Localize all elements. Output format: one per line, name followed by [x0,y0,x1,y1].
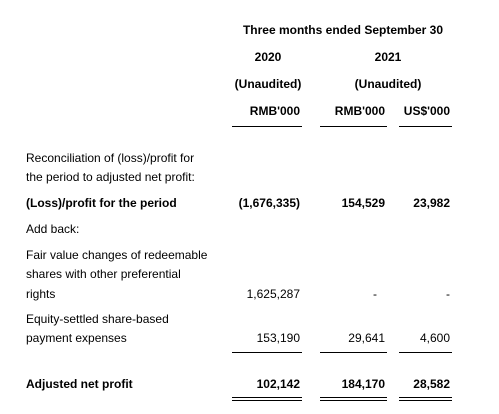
row-label: the period to adjusted net profit: [26,170,195,184]
cell: 23,982 [413,196,450,210]
rule [399,126,452,127]
currency-header: RMB'000 [334,104,385,118]
cell: 154,529 [341,196,385,210]
cell: 102,142 [256,377,300,391]
double-rule [320,397,387,401]
row-label: Fair value changes of redeemable [26,248,208,262]
audit-status: (Unaudited) [354,77,422,91]
cell: (1,676,335) [238,196,300,210]
audit-status: (Unaudited) [234,77,302,91]
row-label: Equity-settled share-based [26,312,169,326]
cell: 153,190 [256,331,300,345]
row-label: rights [26,287,56,301]
double-rule [399,397,452,401]
year-header: 2021 [374,50,402,64]
currency-header: RMB'000 [249,104,300,118]
rule [232,352,302,353]
cell: 1,625,287 [246,287,300,301]
cell: - [373,287,377,301]
rule [399,352,452,353]
cell: - [446,287,450,301]
row-label: Add back: [26,222,80,236]
double-rule [232,397,302,401]
row-label: Adjusted net profit [26,377,133,391]
cell: 29,641 [348,331,385,345]
cell: 184,170 [341,377,385,391]
row-label: payment expenses [26,331,127,345]
cell: 4,600 [419,331,450,345]
row-label: (Loss)/profit for the period [26,196,177,210]
rule [320,126,387,127]
row-label: Reconciliation of (loss)/profit for [26,151,195,165]
row-label: shares with other preferential [26,267,181,281]
rule [232,126,302,127]
year-header: 2020 [254,50,282,64]
period-header: Three months ended September 30 [242,23,444,37]
cell: 28,582 [413,377,450,391]
rule [320,352,387,353]
currency-header: US$'000 [403,104,450,118]
